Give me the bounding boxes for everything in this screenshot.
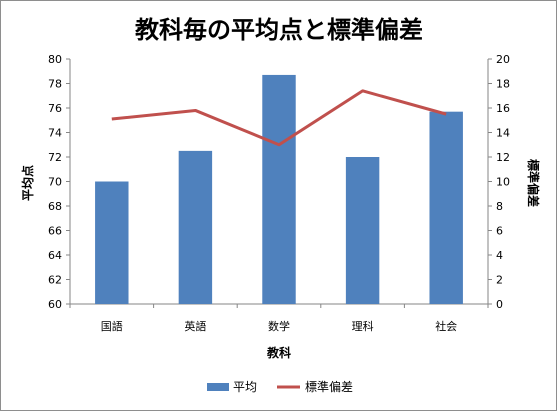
bar-社会 (429, 111, 463, 304)
line-series (111, 89, 447, 147)
y-tick-label: 74 (48, 127, 62, 140)
y2-tick-label: 20 (496, 53, 510, 66)
chart-title: 教科毎の平均点と標準偏差 (135, 16, 423, 44)
stddev-line (111, 89, 447, 147)
y2-tick-label: 14 (496, 127, 510, 140)
y-tick-label: 80 (48, 53, 62, 66)
y2-axis-ticks: 0 2 4 6 8 10 12 14 16 18 20 (488, 53, 510, 311)
y2-tick-label: 2 (496, 274, 503, 287)
y2-tick-label: 4 (496, 249, 503, 262)
y2-axis-title: 標準偏差 (526, 159, 541, 207)
bar-理科 (345, 157, 380, 304)
y-tick-label: 64 (48, 249, 62, 262)
y2-tick-label: 0 (496, 298, 503, 311)
bar-数学 (262, 74, 296, 304)
bar-国語 (95, 181, 129, 304)
y-tick-label: 66 (48, 225, 62, 238)
legend-label-stddev: 標準偏差 (305, 379, 353, 394)
legend-swatch-mean (207, 383, 229, 391)
y-tick-label: 60 (48, 298, 62, 311)
x-tick-label: 社会 (435, 319, 457, 333)
y2-tick-label: 10 (496, 176, 510, 189)
y-tick-label: 68 (48, 200, 62, 213)
legend: 平均 標準偏差 (207, 379, 353, 394)
y-tick-label: 70 (48, 176, 62, 189)
y2-tick-label: 12 (496, 151, 510, 164)
y2-tick-label: 18 (496, 78, 510, 91)
y-tick-label: 72 (48, 151, 62, 164)
y-tick-label: 62 (48, 274, 62, 287)
y2-tick-label: 16 (496, 102, 510, 115)
y-tick-label: 78 (48, 78, 62, 91)
bar-series (95, 74, 463, 304)
x-tick-label: 英語 (184, 319, 206, 333)
y-tick-label: 76 (48, 102, 62, 115)
x-tick-label: 数学 (268, 319, 290, 333)
bar-英語 (178, 150, 213, 304)
x-axis-ticks: 国語 英語 数学 理科 社会 (69, 304, 489, 333)
y2-tick-label: 6 (496, 225, 503, 238)
x-tick-label: 国語 (101, 319, 123, 333)
x-axis-title: 教科 (266, 345, 291, 360)
y-axis-ticks: 60 62 64 66 68 70 72 74 76 78 80 (48, 53, 70, 311)
x-tick-label: 理科 (352, 319, 374, 333)
legend-label-mean: 平均 (233, 380, 257, 394)
y2-tick-label: 8 (496, 200, 503, 213)
y-axis-title: 平均点 (20, 165, 35, 201)
